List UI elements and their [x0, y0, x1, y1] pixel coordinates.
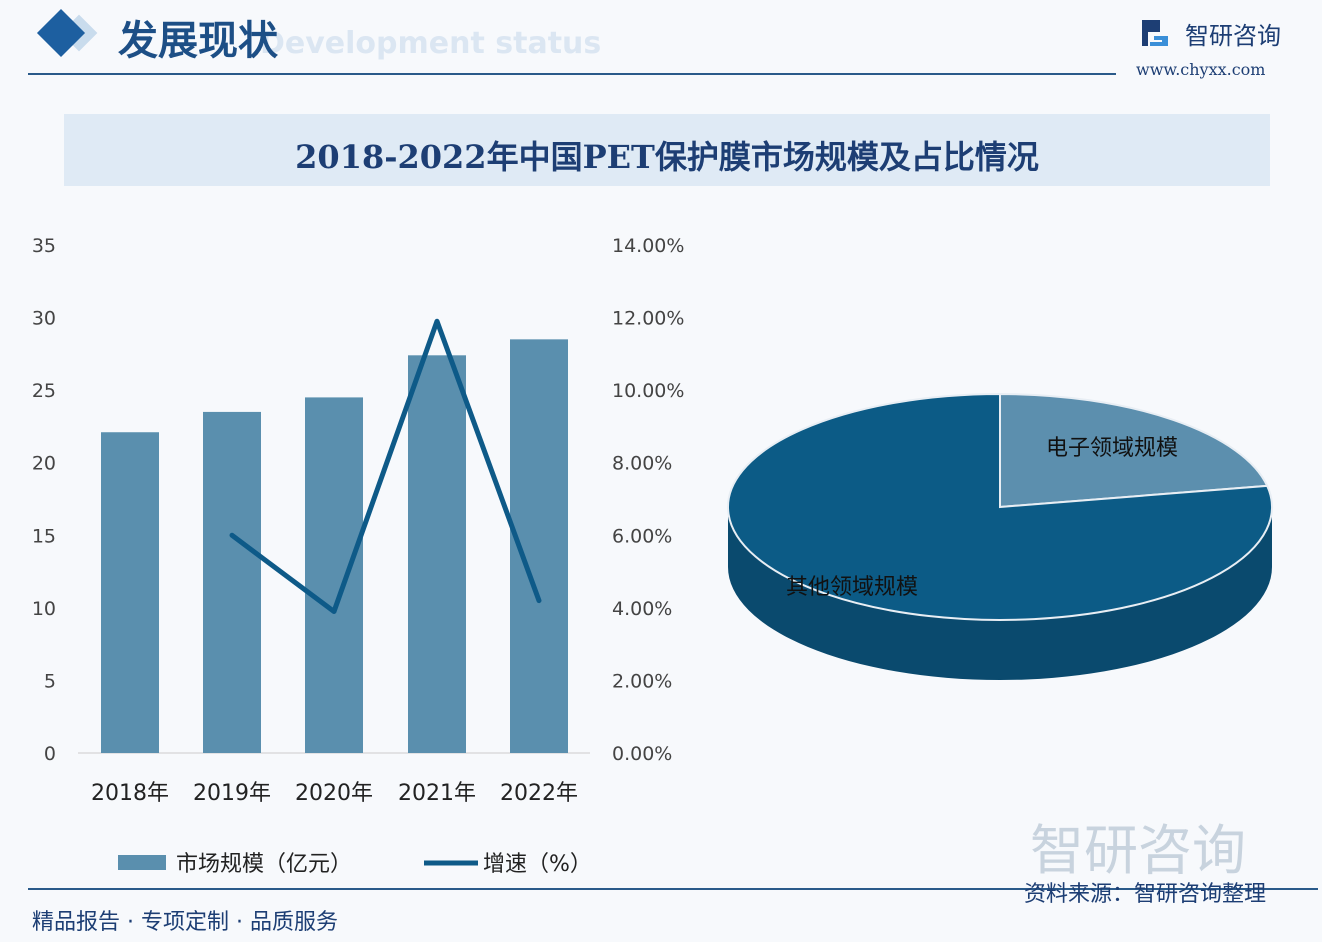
- right-axis-tick: 0.00%: [612, 743, 672, 765]
- x-axis-label: 2021年: [398, 781, 476, 806]
- left-axis-tick: 20: [32, 453, 56, 475]
- x-axis-label: 2019年: [193, 781, 271, 806]
- bar-2019年: [203, 411, 261, 753]
- header-title: 发展现状: [118, 17, 278, 64]
- legend-bar-label: 市场规模（亿元）: [176, 852, 352, 877]
- left-axis-tick: 5: [44, 670, 56, 692]
- right-axis-tick: 8.00%: [612, 453, 672, 475]
- x-axis-label: 2020年: [295, 781, 373, 806]
- left-axis-tick: 15: [32, 525, 56, 547]
- bar-2021年: [408, 355, 466, 753]
- brand-url: www.chyxx.com: [1136, 60, 1266, 79]
- right-axis-tick: 10.00%: [612, 380, 684, 402]
- chart-title: 2018-2022年中国PET保护膜市场规模及占比情况: [295, 138, 1039, 176]
- right-axis-tick: 2.00%: [612, 670, 672, 692]
- right-axis-tick: 12.00%: [612, 308, 684, 330]
- pie-slice-1: [727, 392, 1273, 621]
- footer-source: 资料来源：智研咨询整理: [1024, 882, 1267, 907]
- chart-title-box: 2018-2022年中国PET保护膜市场规模及占比情况: [64, 114, 1270, 186]
- bar-2018年: [101, 432, 159, 753]
- header-subtitle-watermark: Development status: [260, 26, 602, 61]
- left-axis-tick: 0: [44, 743, 56, 765]
- footer-watermark: 智研咨询: [1030, 819, 1246, 882]
- legend-bar-swatch: [118, 855, 166, 870]
- right-axis-tick: 6.00%: [612, 525, 672, 547]
- left-axis-tick: 25: [32, 380, 56, 402]
- growth-line: [229, 318, 542, 614]
- footer-divider: [28, 888, 1318, 890]
- header-divider: [28, 73, 1116, 75]
- right-axis-tick: 4.00%: [612, 598, 672, 620]
- footer-slogan: 精品报告 · 专项定制 · 品质服务: [32, 910, 338, 935]
- x-axis-label: 2022年: [500, 781, 578, 806]
- left-axis-tick: 10: [32, 598, 56, 620]
- left-axis-tick: 35: [32, 235, 56, 257]
- right-axis-tick: 14.00%: [612, 235, 684, 257]
- brand-name: 智研咨询: [1185, 22, 1281, 50]
- legend-line-label: 增速（%）: [483, 852, 592, 877]
- pie-label-electronics: 电子领域规模: [1046, 436, 1178, 461]
- bar-2020年: [305, 397, 363, 753]
- pie-label-other: 其他领域规模: [786, 575, 918, 600]
- pie-side: [728, 507, 1272, 680]
- combo-chart: 0 5 10 15 20 25 30 35 0.00% 2.00% 4.00% 6.00% 8.00% 1…: [32, 235, 685, 877]
- brand-logo-icon: [1142, 20, 1168, 46]
- left-axis-tick: 30: [32, 308, 56, 330]
- x-axis-label: 2018年: [91, 781, 169, 806]
- pie-slice-0: [999, 392, 1269, 509]
